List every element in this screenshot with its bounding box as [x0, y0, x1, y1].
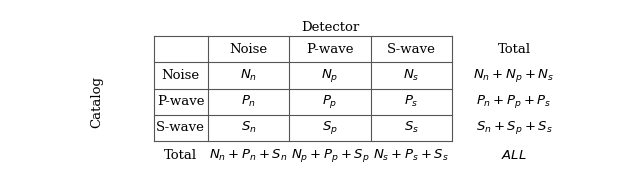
Text: S-wave: S-wave	[387, 43, 436, 56]
Text: $N_p + P_p + S_p$: $N_p + P_p + S_p$	[291, 147, 369, 164]
Text: $P_n + P_p + P_s$: $P_n + P_p + P_s$	[476, 93, 552, 110]
Text: P-wave: P-wave	[157, 95, 205, 108]
Text: $N_p$: $N_p$	[321, 67, 339, 84]
Text: $S_p$: $S_p$	[322, 119, 338, 137]
Text: Total: Total	[497, 43, 531, 56]
Text: $P_s$: $P_s$	[404, 94, 419, 109]
Text: Noise: Noise	[230, 43, 268, 56]
Text: $N_n$: $N_n$	[240, 68, 257, 83]
Text: Catalog: Catalog	[90, 76, 104, 128]
Text: $P_n$: $P_n$	[241, 94, 256, 109]
Text: $N_n + P_n + S_n$: $N_n + P_n + S_n$	[209, 148, 288, 163]
Text: Total: Total	[164, 149, 197, 162]
Text: $N_s + P_s + S_s$: $N_s + P_s + S_s$	[373, 148, 449, 163]
Text: Detector: Detector	[301, 21, 359, 34]
Text: $N_n + N_p + N_s$: $N_n + N_p + N_s$	[474, 67, 555, 84]
Text: $N_s$: $N_s$	[403, 68, 420, 83]
Text: S-wave: S-wave	[156, 121, 205, 134]
Text: $ALL$: $ALL$	[501, 149, 527, 162]
Text: $S_n$: $S_n$	[241, 120, 257, 135]
Text: $S_s$: $S_s$	[404, 120, 419, 135]
Text: Noise: Noise	[162, 69, 200, 82]
Text: P-wave: P-wave	[306, 43, 354, 56]
Text: $S_n + S_p + S_s$: $S_n + S_p + S_s$	[476, 119, 552, 137]
Text: $P_p$: $P_p$	[322, 93, 338, 110]
